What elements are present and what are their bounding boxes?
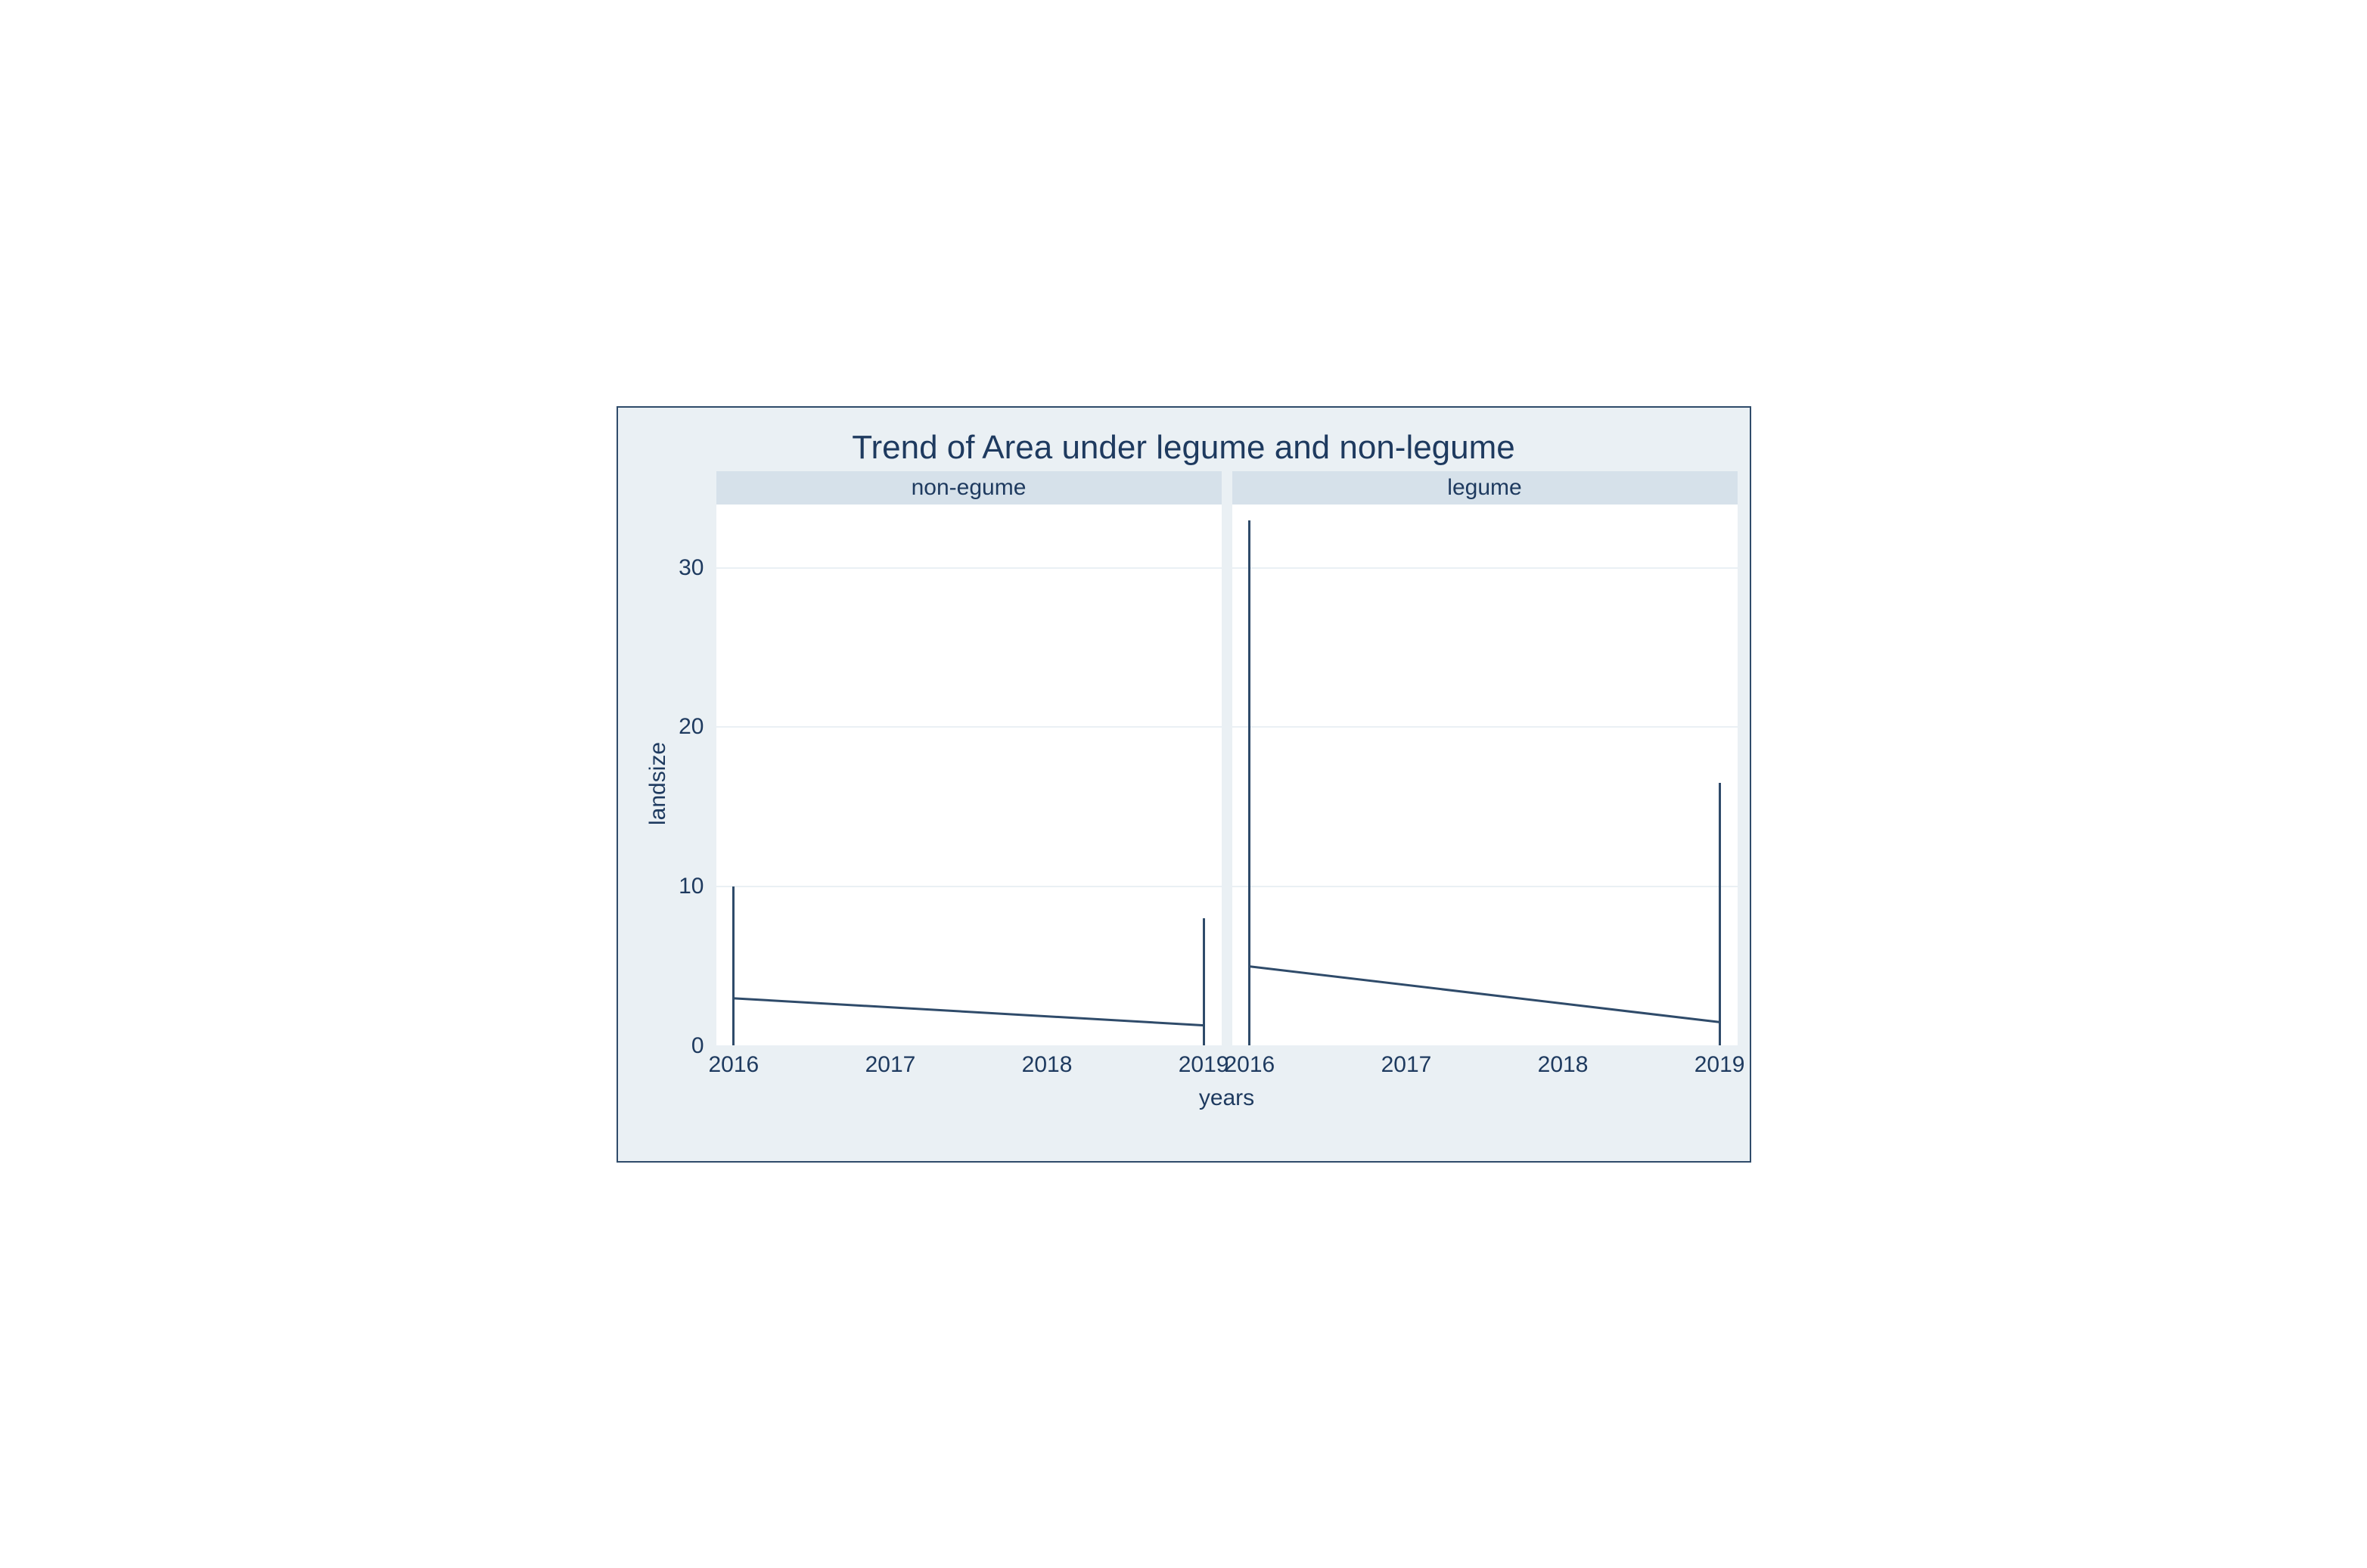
panel-1: legume2016201720182019 <box>1232 471 1738 1046</box>
y-tick-label: 10 <box>644 874 704 899</box>
trend-line <box>1232 505 1738 1046</box>
x-tick-label: 2016 <box>709 1052 759 1078</box>
trend-line <box>716 505 1222 1046</box>
chart-frame: Trend of Area under legume and non-legum… <box>617 406 1751 1163</box>
panel-header: legume <box>1232 471 1738 505</box>
x-tick-label: 2016 <box>1225 1052 1275 1078</box>
x-tick-label: 2018 <box>1538 1052 1589 1078</box>
x-axis-label: years <box>716 1085 1738 1111</box>
x-tick-label: 2019 <box>1179 1052 1229 1078</box>
panel-header: non-egume <box>716 471 1222 505</box>
x-tick-label: 2017 <box>865 1052 916 1078</box>
x-tick-label: 2019 <box>1694 1052 1745 1078</box>
x-tick-label: 2017 <box>1381 1052 1432 1078</box>
y-tick-label: 0 <box>644 1033 704 1059</box>
y-tick-label: 30 <box>644 555 704 581</box>
panels-row: non-egume2016201720182019legume201620172… <box>716 471 1738 1046</box>
x-tick-label: 2018 <box>1022 1052 1073 1078</box>
content-anchor: landsize years non-egume2016201720182019… <box>618 471 1750 1144</box>
y-axis-label: landsize <box>645 741 671 824</box>
plot-area <box>1232 505 1738 1046</box>
plot-area <box>716 505 1222 1046</box>
chart-title: Trend of Area under legume and non-legum… <box>618 408 1750 471</box>
y-tick-label: 20 <box>644 714 704 740</box>
panel-0: non-egume2016201720182019 <box>716 471 1222 1046</box>
